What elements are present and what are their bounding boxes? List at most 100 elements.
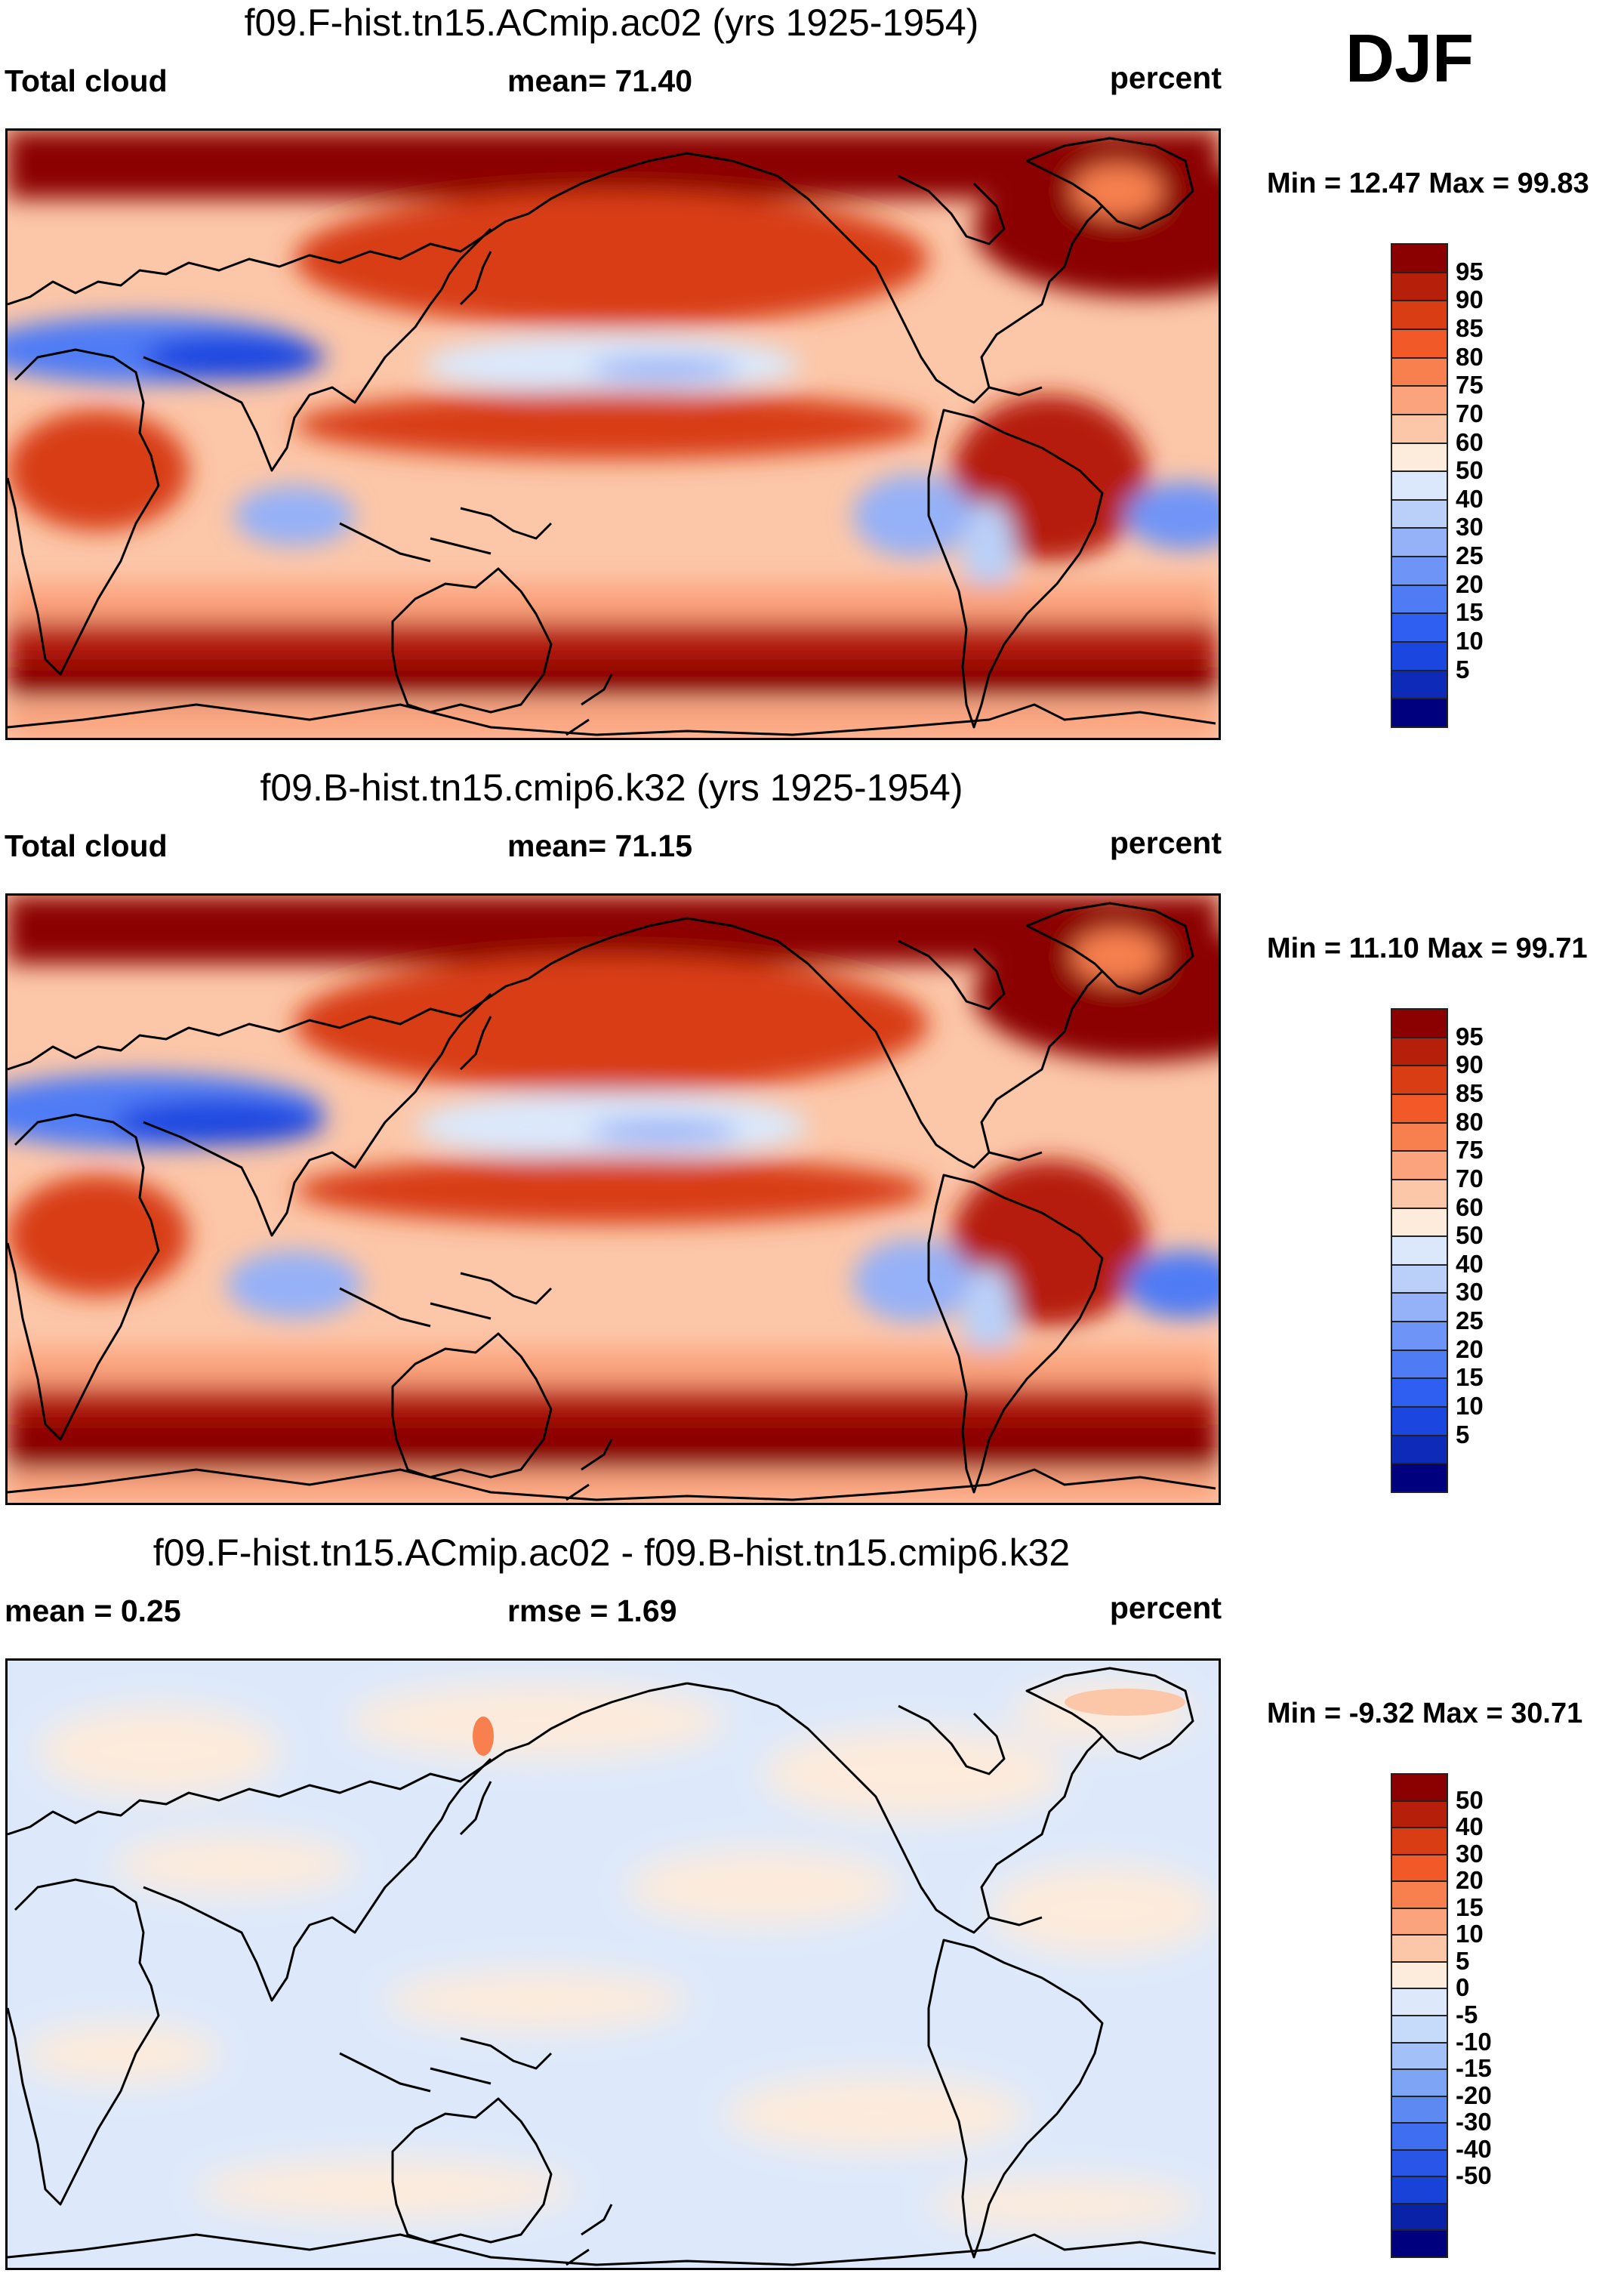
colorbar-tick-label: 20 [1456,1866,1484,1895]
colorbar-swatch [1391,1349,1448,1380]
colorbar-tick-label: 25 [1456,541,1484,570]
colorbar-swatch [1391,1235,1448,1266]
mean-label: mean= 71.15 [507,828,693,863]
minmax-label: Min = 11.10 Max = 99.71 [1267,933,1588,964]
colorbar-swatch [1391,328,1448,359]
colorbar-tick-label: 30 [1456,1278,1484,1306]
colorbar-tick-label: 90 [1456,285,1484,314]
colorbar-swatch [1391,1292,1448,1323]
difference-map [5,1658,1221,2270]
colorbar-swatch [1391,669,1448,700]
colorbar-swatch [1391,1093,1448,1124]
colorbar-swatch [1391,1263,1448,1294]
colorbar-swatch [1391,271,1448,302]
rmse-label: rmse = 1.69 [507,1593,677,1628]
colorbar-swatch [1391,2095,1448,2124]
colorbar-swatch [1391,2148,1448,2178]
colorbar-swatch [1391,1434,1448,1465]
colorbar-swatch [1391,2015,1448,2044]
cloud-field [8,131,1219,738]
colorbar-tick-label: 50 [1456,1785,1484,1814]
colorbar-swatch [1391,1377,1448,1408]
panel-title: f09.B-hist.tn15.cmip6.k32 (yrs 1925-1954… [260,767,963,809]
colorbar-tick-label: 15 [1456,1892,1484,1921]
colorbar-swatch [1391,1853,1448,1883]
panel-title: f09.F-hist.tn15.ACmip.ac02 (yrs 1925-195… [244,2,979,44]
colorbar-tick-label: 60 [1456,427,1484,456]
colorbar-swatch [1391,1800,1448,1829]
colorbar-swatch [1391,1960,1448,1990]
colorbar-swatch [1391,385,1448,415]
colorbar-tick-label: 5 [1456,655,1470,683]
mean-label: mean= 71.40 [507,63,693,98]
colorbar-tick-label: 30 [1456,1839,1484,1868]
colorbar-swatch [1391,698,1448,728]
colorbar-tick-label: 5 [1456,1946,1470,1975]
colorbar-tick-label: 30 [1456,513,1484,541]
colorbar-tick-label: 50 [1456,456,1484,485]
colorbar-swatch [1391,498,1448,529]
colorbar-tick-label: 5 [1456,1420,1470,1448]
colorbar-swatch [1391,612,1448,643]
colorbar-swatch [1391,2229,1448,2258]
colorbar-tick-label: 50 [1456,1221,1484,1250]
colorbar-tick-label: 80 [1456,342,1484,371]
panel-title: f09.F-hist.tn15.ACmip.ac02 - f09.B-hist.… [153,1532,1071,1574]
minmax-label: Min = 12.47 Max = 99.83 [1267,168,1589,199]
variable-label: Total cloud [5,63,168,98]
colorbar-swatch [1391,413,1448,444]
colorbar-swatch [1391,356,1448,387]
colorbar-swatch [1391,1934,1448,1963]
colorbar-tick-label: 40 [1456,484,1484,513]
colorbar-swatch [1391,1321,1448,1351]
panel-f-hist: f09.F-hist.tn15.ACmip.ac02 (yrs 1925-195… [0,0,1624,765]
colorbar-tick-label: 15 [1456,1363,1484,1392]
colorbar-tick-label: 25 [1456,1306,1484,1335]
colorbar-swatch [1391,2122,1448,2151]
colorbar-tick-label: 15 [1456,598,1484,627]
colorbar-swatch [1391,442,1448,473]
colorbar-swatch [1391,1207,1448,1238]
panel-b-hist: f09.B-hist.tn15.cmip6.k32 (yrs 1925-1954… [0,765,1624,1530]
colorbar-swatch [1391,2176,1448,2204]
colorbar-swatch [1391,1406,1448,1436]
colorbar-swatch [1391,1065,1448,1095]
colorbar-tick-label: 20 [1456,1334,1484,1363]
colorbar-swatch [1391,470,1448,501]
colorbar-tick-label: 80 [1456,1107,1484,1136]
colorbar-tick-label: 70 [1456,399,1484,427]
colorbar-swatch [1391,556,1448,586]
cloud-map [5,128,1221,740]
colorbar-tick-label: 70 [1456,1164,1484,1192]
colorbar-tick-label: 10 [1456,1392,1484,1420]
colorbar-tick-label: 95 [1456,257,1484,285]
colorbar-swatch [1391,1121,1448,1152]
units-label: percent [1109,60,1222,95]
colorbar-tick-label: 85 [1456,1078,1484,1107]
colorbar-tick-label: 60 [1456,1192,1484,1221]
minmax-label: Min = -9.32 Max = 30.71 [1267,1698,1583,1729]
colorbar-swatch [1391,1827,1448,1855]
colorbar-swatch [1391,300,1448,330]
colorbar-tick-label: 95 [1456,1022,1484,1050]
colorbar-swatch [1391,2041,1448,2071]
colorbar-tick-label: 0 [1456,1973,1470,2002]
colorbar-swatch [1391,1988,1448,2016]
season-label: DJF [1345,21,1475,97]
colorbar-tick-label: -40 [1456,2134,1492,2163]
colorbar-tick-label: -50 [1456,2161,1492,2190]
colorbar-tick-label: 75 [1456,371,1484,399]
units-label: percent [1109,825,1222,860]
colorbar-tick-label: -20 [1456,2081,1492,2109]
colorbar-swatch [1391,1150,1448,1180]
colorbar-tick-label: 90 [1456,1050,1484,1079]
colorbar-tick-label: -10 [1456,2027,1492,2056]
difference-field [8,1661,1219,2268]
colorbar: 95 90 85 80 75 70 60 50 40 30 25 20 15 10 5 [1391,243,1484,728]
colorbar-tick-label: 10 [1456,1920,1484,1948]
mean-label: mean = 0.25 [5,1593,181,1628]
colorbar-swatch [1391,641,1448,671]
panel-difference: f09.F-hist.tn15.ACmip.ac02 - f09.B-hist.… [0,1530,1624,2295]
colorbar-swatch [1391,527,1448,558]
colorbar-tick-label: -30 [1456,2108,1492,2136]
